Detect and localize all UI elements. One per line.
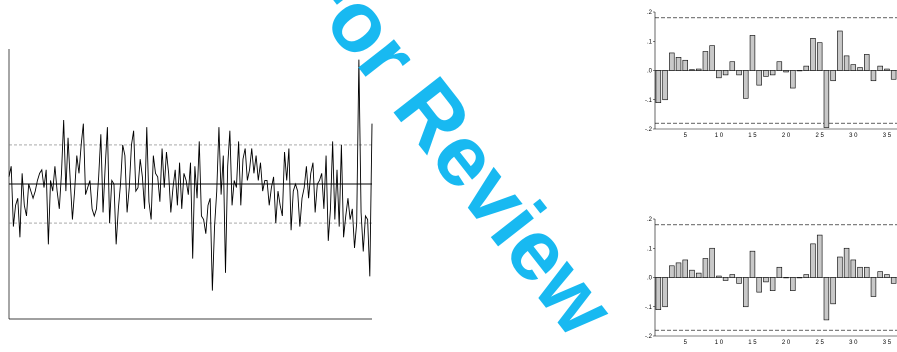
correlogram-2-bar [837, 256, 843, 278]
correlogram-1-bar [669, 52, 675, 71]
correlogram-2-bar [669, 265, 675, 278]
correlogram-2-bar [763, 277, 769, 283]
correlogram-2-ytick-label: .0 [647, 276, 653, 282]
correlogram-1-bar [790, 70, 796, 89]
correlogram-2-bar [877, 271, 883, 278]
correlogram-1-bar [662, 70, 668, 101]
correlogram-2-xtick-label: 2 5 [816, 340, 825, 346]
correlogram-2-bar [662, 277, 668, 308]
correlogram-2-bar [675, 262, 682, 278]
correlogram-2-bar [864, 266, 870, 278]
correlogram-2-bar [743, 277, 749, 308]
correlogram-1-bar [756, 70, 762, 86]
correlogram-2-xtick-label: 1 0 [715, 340, 724, 346]
correlogram-2-ytick-label: -.2 [645, 334, 653, 340]
correlogram-1-bar [783, 70, 789, 73]
correlogram-1-xtick-label: 3 5 [883, 133, 892, 139]
correlogram-1-bar [743, 70, 749, 99]
correlogram-2-ytick-label: .2 [647, 217, 653, 223]
correlogram-2-bar [803, 274, 809, 278]
correlogram-2-bar [857, 266, 863, 278]
correlogram-1-bar [736, 70, 742, 76]
correlogram-2-bar [749, 250, 756, 278]
correlogram-1-bar [716, 70, 722, 79]
correlogram-1-bar [763, 70, 769, 77]
correlogram-2-bar [702, 258, 709, 278]
correlogram-1-bar [695, 68, 702, 71]
correlogram-2-xtick-label: 3 0 [849, 340, 858, 346]
correlogram-1-bar [843, 55, 850, 71]
correlogram-1-ytick-label: -.1 [645, 98, 653, 104]
correlogram-1-xtick-label: 1 0 [715, 133, 724, 139]
correlogram-1-bar [776, 61, 783, 71]
correlogram-1-bar [769, 70, 776, 76]
correlogram-1-ytick-label: -.2 [645, 127, 653, 133]
correlogram-1-bar [803, 65, 809, 71]
correlogram-1-bar [877, 65, 883, 71]
correlogram-2-ytick-label: .1 [647, 246, 653, 252]
correlogram-2-bar [722, 277, 729, 281]
correlogram-1-bar [823, 70, 830, 128]
correlogram-2-bar [655, 277, 662, 310]
correlogram-2-ytick-label: -.1 [645, 305, 653, 311]
correlogram-1-bar [709, 45, 715, 71]
correlogram-2-bar [709, 247, 715, 278]
correlogram-1-ytick-label: .2 [647, 10, 653, 16]
correlogram-2-bar [790, 277, 796, 291]
correlogram-1-bar [850, 64, 857, 71]
correlogram-2-bar [729, 274, 736, 278]
correlogram-1-bar [689, 69, 695, 71]
correlogram-1-bar [816, 42, 823, 71]
correlogram-1-bar [729, 61, 736, 71]
correlogram-1-bar [864, 54, 870, 71]
correlogram-2-bar [890, 277, 897, 284]
correlogram-bottom: .2 .1 .0 -.1 -.2 5 1 0 1 5 2 0 2 5 3 0 3 5 [645, 217, 897, 346]
correlogram-1-bar [702, 51, 709, 71]
correlogram-2-bar [810, 243, 816, 278]
correlogram-2-bar [823, 277, 830, 321]
correlogram-2-bar [716, 275, 722, 278]
correlogram-2-bar [870, 277, 877, 297]
correlogram-1-bar [830, 70, 836, 82]
correlogram-1-bar [722, 70, 729, 76]
correlogram-1-xtick-label: 3 0 [849, 133, 858, 139]
correlogram-2-bar [843, 247, 850, 278]
correlogram-1-xtick-label: 2 0 [782, 133, 791, 139]
correlogram-2-bar [816, 234, 823, 278]
correlogram-top: .2 .1 .0 -.1 -.2 5 1 0 1 5 2 0 2 5 3 0 3 5 [645, 10, 897, 139]
correlogram-1-bar [675, 57, 682, 71]
correlogram-1-xtick-label: 2 5 [816, 133, 825, 139]
correlogram-1-bar [890, 70, 897, 80]
line-chart-series [8, 59, 373, 291]
correlogram-2-bar [695, 272, 702, 278]
correlogram-1-bar [810, 38, 816, 71]
correlogram-1-xtick-label: 1 5 [748, 133, 757, 139]
correlogram-1-bar [682, 59, 688, 71]
correlogram-2-bar [776, 266, 783, 278]
correlogram-2-bar [736, 277, 742, 284]
residual-line-chart [8, 49, 373, 320]
correlogram-2-xtick-label: 5 [684, 340, 688, 346]
correlogram-2-bar [756, 277, 762, 293]
correlogram-2-bar [850, 259, 857, 278]
correlogram-1-bar [884, 68, 890, 71]
correlogram-2-bar [830, 277, 836, 305]
correlogram-2-xtick-label: 1 5 [748, 340, 757, 346]
correlogram-2-bar [884, 274, 890, 278]
correlogram-2-xtick-label: 2 0 [782, 340, 791, 346]
correlogram-1-bar [749, 35, 756, 71]
correlogram-1-bar [837, 30, 843, 71]
correlogram-2-bar [689, 269, 695, 278]
correlogram-2-bar [682, 259, 688, 278]
correlogram-1-ytick-label: .1 [647, 39, 653, 45]
correlogram-1-ytick-label: .0 [647, 69, 653, 75]
correlogram-1-bar [655, 70, 662, 103]
correlogram-2-xtick-label: 3 5 [883, 340, 892, 346]
correlogram-1-xtick-label: 5 [684, 133, 688, 139]
correlogram-2-bar [769, 277, 776, 291]
correlogram-1-bar [870, 70, 877, 82]
line-chart-reference-lines [9, 144, 372, 224]
correlogram-1-bar [857, 67, 863, 71]
